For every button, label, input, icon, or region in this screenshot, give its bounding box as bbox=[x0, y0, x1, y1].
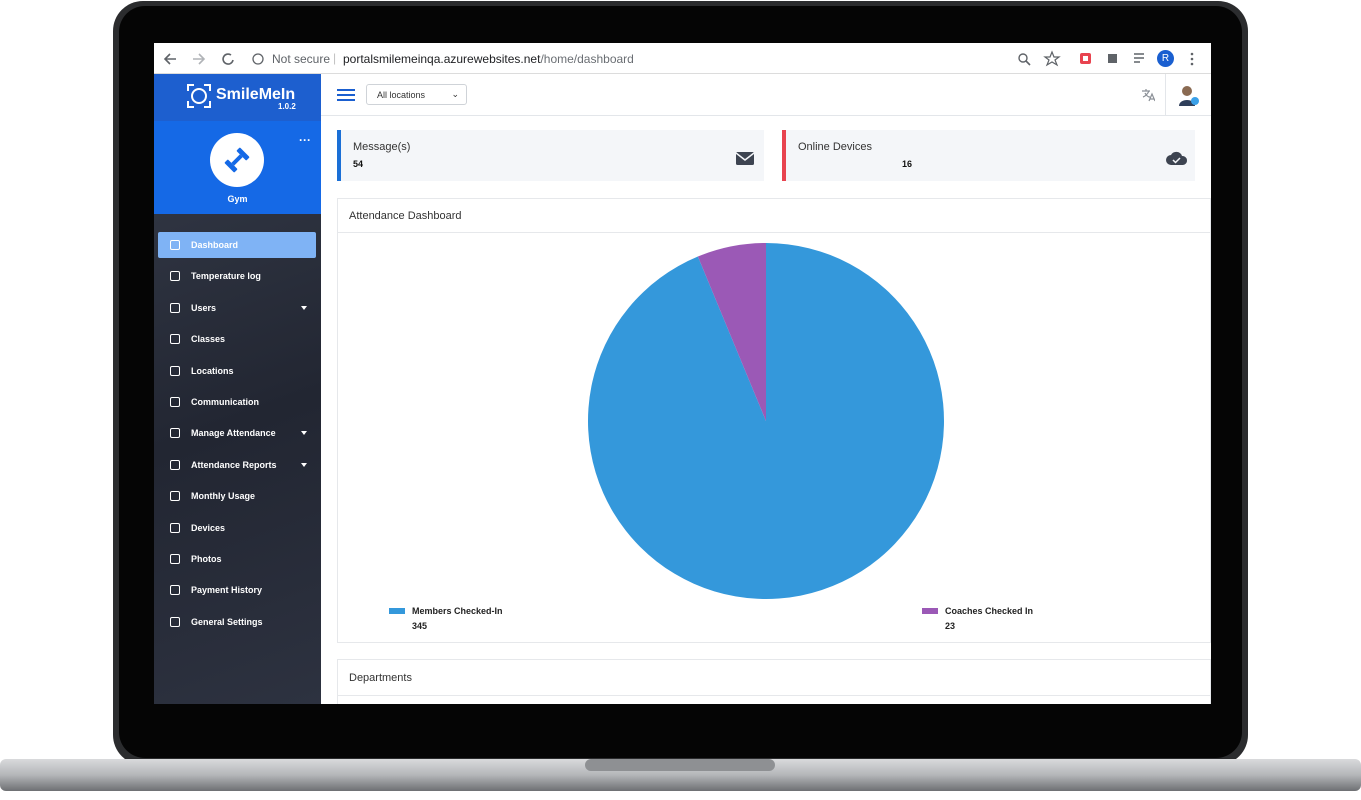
menu-icon bbox=[170, 271, 180, 282]
browser-toolbar: Not secure | portalsmilemeinqa.azurewebs… bbox=[154, 43, 1211, 74]
submenu-caret bbox=[301, 462, 307, 467]
organization-avatar bbox=[210, 133, 264, 187]
menu-toggle[interactable] bbox=[337, 88, 355, 102]
sidebar-logo-area: SmileMeIn 1.0.2 bbox=[154, 74, 321, 121]
legend-value: 345 bbox=[412, 621, 427, 631]
menu-label: Payment History bbox=[191, 585, 263, 596]
menu-icon bbox=[170, 334, 180, 345]
translate-icon[interactable] bbox=[1141, 88, 1155, 102]
logo-icon bbox=[187, 84, 211, 108]
menu-icon bbox=[170, 397, 180, 407]
menu-item[interactable]: Monthly Usage bbox=[158, 483, 316, 509]
menu-item[interactable]: Devices bbox=[158, 515, 316, 541]
menu-label: Temperature log bbox=[191, 271, 261, 282]
panel-header: Attendance Dashboard bbox=[338, 199, 1210, 233]
menu-item[interactable]: Communication bbox=[158, 389, 316, 415]
menu-icon bbox=[170, 491, 180, 502]
profile-menu[interactable]: ··· bbox=[299, 133, 311, 147]
panel-title: Departments bbox=[349, 672, 412, 684]
topbar: All locations ⌄ bbox=[321, 74, 1211, 116]
stat-value: 54 bbox=[353, 159, 364, 169]
legend-swatch bbox=[389, 608, 405, 614]
menu-label: General Settings bbox=[191, 616, 263, 627]
app-version: 1.0.2 bbox=[278, 102, 296, 111]
menu-icon bbox=[170, 585, 180, 596]
legend-label: Members Checked-In bbox=[412, 606, 503, 616]
url-bar[interactable]: portalsmilemeinqa.azurewebsites.net/home… bbox=[343, 52, 634, 66]
topbar-divider bbox=[1165, 74, 1166, 116]
location-select-value: All locations bbox=[377, 90, 426, 100]
menu-item[interactable]: Temperature log bbox=[158, 263, 316, 289]
menu-icon bbox=[170, 616, 180, 627]
legend-label: Coaches Checked In bbox=[945, 606, 1033, 616]
menu-item[interactable]: Attendance Reports bbox=[158, 452, 316, 478]
departments-panel: Departments bbox=[337, 659, 1211, 704]
menu-item[interactable]: Locations bbox=[158, 358, 316, 384]
menu-item[interactable]: Dashboard bbox=[158, 232, 316, 258]
mail-icon bbox=[735, 152, 755, 165]
menu-item[interactable]: Payment History bbox=[158, 577, 316, 603]
menu-icon bbox=[170, 554, 180, 564]
organization-name: Gym bbox=[227, 194, 248, 204]
menu-icon bbox=[170, 240, 180, 250]
menu-label: Dashboard bbox=[191, 240, 239, 250]
menu-label: Communication bbox=[191, 397, 260, 407]
menu-icon bbox=[170, 522, 180, 533]
url-path: /home/dashboard bbox=[540, 52, 634, 66]
stat-value: 16 bbox=[902, 159, 913, 169]
pie-slice bbox=[588, 243, 944, 599]
stat-card: Message(s) 54 bbox=[337, 130, 764, 181]
separator: | bbox=[333, 51, 337, 65]
menu-item[interactable]: Photos bbox=[158, 546, 316, 572]
pie-chart: Members Checked-In 345 Coaches Checked In 2… bbox=[389, 243, 1033, 631]
browser-icons bbox=[163, 50, 1194, 67]
menu-icon bbox=[170, 428, 180, 439]
pie-slice bbox=[697, 243, 766, 421]
menu-icon bbox=[170, 459, 180, 470]
location-select[interactable]: All locations ⌄ bbox=[366, 84, 467, 105]
stat-label: Message(s) bbox=[353, 141, 411, 153]
panel-divider bbox=[338, 695, 1210, 696]
menu-icon bbox=[170, 365, 180, 376]
select-arrow: ⌄ bbox=[451, 89, 459, 99]
menu-label: Users bbox=[191, 302, 217, 313]
menu-item[interactable]: Manage Attendance bbox=[158, 420, 316, 446]
menu-label: Classes bbox=[191, 334, 226, 345]
profile-avatar[interactable]: R bbox=[1157, 50, 1174, 67]
menu-item[interactable]: Classes bbox=[158, 326, 316, 352]
security-label: Not secure bbox=[272, 52, 331, 66]
dumbbell-icon bbox=[224, 147, 250, 173]
menu-item[interactable]: Users bbox=[158, 295, 316, 321]
menu-item[interactable]: General Settings bbox=[158, 609, 316, 635]
submenu-caret bbox=[301, 305, 307, 310]
stat-card: Online Devices 16 bbox=[782, 130, 1195, 181]
panel-title: Attendance Dashboard bbox=[349, 210, 462, 222]
url-host: portalsmilemeinqa.azurewebsites.net bbox=[343, 52, 541, 66]
cloud-icon bbox=[1166, 151, 1188, 165]
menu-icon bbox=[170, 302, 180, 313]
app-name: SmileMeIn bbox=[216, 86, 296, 103]
menu-label: Photos bbox=[191, 554, 222, 564]
legend-value: 23 bbox=[945, 621, 955, 631]
submenu-caret bbox=[301, 431, 307, 436]
legend-swatch bbox=[922, 608, 938, 614]
menu-label: Manage Attendance bbox=[191, 428, 276, 439]
menu-label: Devices bbox=[191, 522, 226, 533]
menu-label: Locations bbox=[191, 365, 234, 376]
menu-label: Attendance Reports bbox=[191, 459, 277, 470]
menu-label: Monthly Usage bbox=[191, 491, 256, 502]
stat-label: Online Devices bbox=[798, 141, 872, 153]
sidebar-profile: ··· Gym bbox=[154, 121, 321, 214]
user-avatar[interactable] bbox=[1177, 83, 1201, 107]
